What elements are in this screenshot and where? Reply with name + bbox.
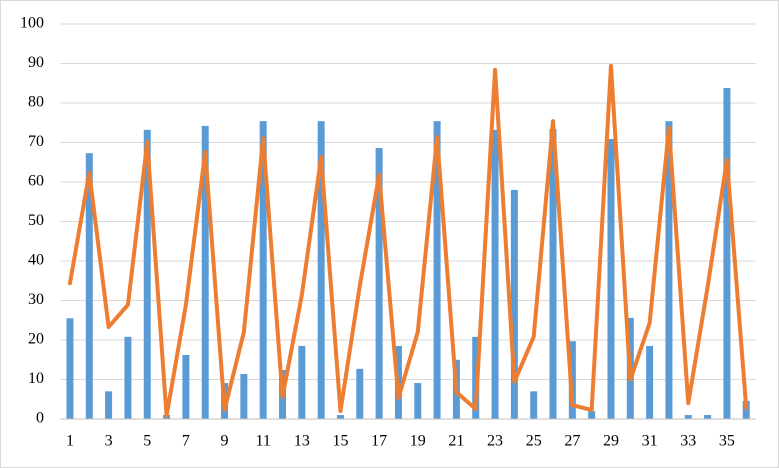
- x-tick-label: 9: [221, 433, 229, 450]
- bar: [375, 148, 383, 419]
- x-tick-label: 1: [66, 433, 74, 450]
- x-tick-label: 25: [526, 433, 542, 450]
- bar: [143, 129, 151, 420]
- y-tick-label: 0: [36, 410, 44, 427]
- y-tick-label: 60: [28, 173, 44, 190]
- x-tick-label: 35: [719, 433, 735, 450]
- x-tick-label: 17: [371, 433, 387, 450]
- x-tick-label: 33: [680, 433, 696, 450]
- x-tick-label: 31: [642, 433, 658, 450]
- bar: [66, 318, 74, 419]
- bar: [704, 415, 712, 419]
- bar: [201, 125, 209, 419]
- bar: [298, 345, 306, 419]
- bar: [665, 121, 673, 420]
- bar: [336, 415, 344, 419]
- x-tick-label: 23: [487, 433, 503, 450]
- x-tick-label: 21: [448, 433, 464, 450]
- bar: [607, 138, 615, 419]
- bar: [124, 336, 132, 419]
- bar: [240, 373, 248, 419]
- y-tick-label: 80: [28, 94, 44, 111]
- x-tick-label: 3: [105, 433, 113, 450]
- bar: [105, 391, 113, 419]
- bar: [259, 121, 267, 420]
- bar: [684, 415, 692, 419]
- bar: [530, 391, 538, 419]
- bar: [510, 189, 518, 419]
- x-tick-label: 13: [294, 433, 310, 450]
- bar: [182, 355, 190, 419]
- y-tick-label: 70: [28, 133, 44, 150]
- x-tick-label: 19: [410, 433, 426, 450]
- x-tick-label: 11: [255, 433, 270, 450]
- y-tick-label: 10: [28, 370, 44, 387]
- y-tick-label: 20: [28, 331, 44, 348]
- bar: [588, 411, 596, 419]
- bar: [433, 121, 441, 420]
- bar: [356, 368, 364, 419]
- x-tick-label: 27: [564, 433, 580, 450]
- bar: [317, 121, 325, 420]
- x-tick-label: 15: [332, 433, 348, 450]
- bar: [723, 87, 731, 420]
- bar: [414, 383, 422, 419]
- line: [67, 63, 749, 418]
- bar: [549, 129, 557, 419]
- y-tick-label: 100: [20, 15, 44, 32]
- y-tick-label: 40: [28, 252, 44, 269]
- y-tick-label: 30: [28, 291, 44, 308]
- x-tick-label: 29: [603, 433, 619, 450]
- bar: [85, 153, 93, 420]
- bar: [646, 345, 654, 419]
- x-tick-label: 7: [182, 433, 190, 450]
- bar: [491, 129, 499, 420]
- x-tick-label: 5: [143, 433, 151, 450]
- y-tick-label: 90: [28, 54, 44, 71]
- y-tick-label: 50: [28, 212, 44, 229]
